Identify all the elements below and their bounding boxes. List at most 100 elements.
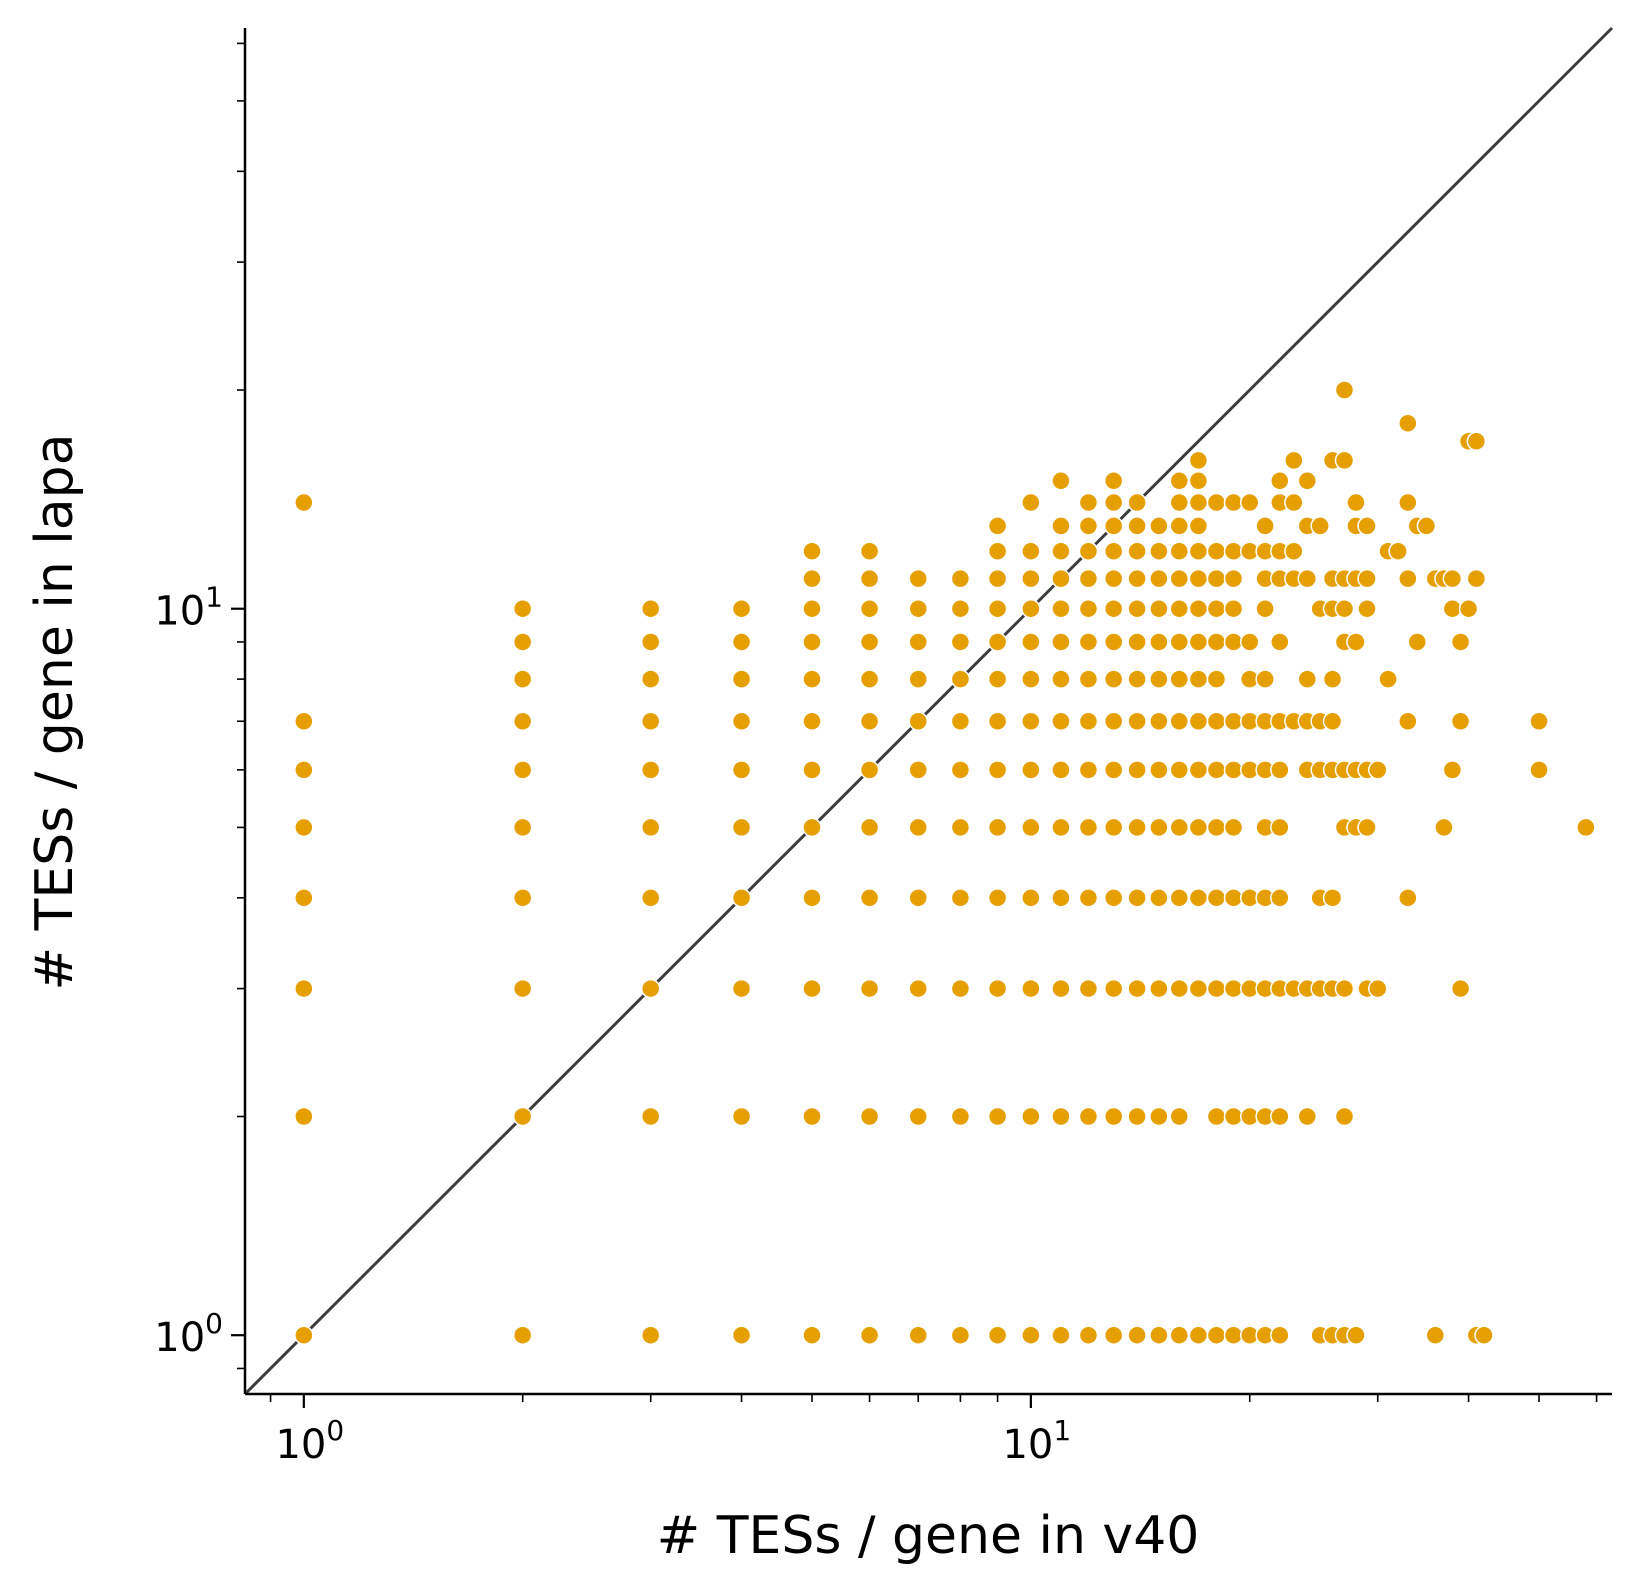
data-point <box>1149 888 1169 908</box>
data-point <box>1398 568 1418 589</box>
data-point <box>1021 888 1041 908</box>
data-point <box>1149 760 1169 780</box>
data-point <box>1188 471 1209 491</box>
data-point <box>1021 568 1041 589</box>
data-point <box>987 817 1008 838</box>
data-point <box>1127 568 1147 589</box>
data-point <box>1078 492 1099 513</box>
data-point <box>1466 568 1487 589</box>
data-point <box>859 1325 880 1345</box>
data-point <box>908 1325 928 1345</box>
data-point <box>1103 760 1124 780</box>
data-point <box>1239 492 1260 513</box>
identity-line <box>243 26 1614 1396</box>
data-point <box>1078 888 1099 908</box>
data-point <box>987 568 1008 589</box>
data-point <box>802 760 822 780</box>
data-point <box>1255 669 1275 689</box>
data-point <box>1576 817 1596 838</box>
data-point <box>1188 711 1209 732</box>
data-point <box>1103 817 1124 838</box>
data-point <box>1021 1106 1041 1127</box>
data-point <box>1078 541 1099 561</box>
data-point <box>1021 817 1041 838</box>
data-point <box>1239 632 1260 652</box>
data-point <box>1255 516 1275 536</box>
data-point <box>802 711 822 732</box>
data-point <box>1270 632 1290 652</box>
data-point <box>1346 1325 1366 1345</box>
data-point <box>987 1106 1008 1127</box>
data-point <box>1223 541 1244 561</box>
data-point <box>1078 669 1099 689</box>
data-point <box>1284 492 1304 513</box>
data-point <box>1188 541 1209 561</box>
data-point <box>1127 669 1147 689</box>
data-point <box>1127 1325 1147 1345</box>
data-point <box>1284 450 1304 471</box>
data-point <box>1450 978 1471 999</box>
data-point <box>950 669 971 689</box>
data-point <box>640 711 661 732</box>
data-point <box>1223 1325 1244 1345</box>
data-point <box>950 711 971 732</box>
data-point <box>1188 760 1209 780</box>
data-point <box>1127 632 1147 652</box>
data-point <box>1297 471 1318 491</box>
data-point <box>294 1106 314 1127</box>
x-tick-label: 101 <box>1002 1414 1071 1468</box>
data-point <box>1322 888 1343 908</box>
data-point <box>1078 978 1099 999</box>
data-point <box>859 632 880 652</box>
data-point <box>950 817 971 838</box>
data-point <box>1334 598 1355 619</box>
data-point <box>1169 669 1190 689</box>
data-point <box>1223 632 1244 652</box>
data-point <box>802 632 822 652</box>
data-point <box>1270 760 1290 780</box>
data-point <box>1442 760 1463 780</box>
data-point <box>1127 1106 1147 1127</box>
data-point <box>1103 711 1124 732</box>
data-point <box>1078 711 1099 732</box>
data-point <box>1188 492 1209 513</box>
data-point <box>1169 1106 1190 1127</box>
data-point <box>640 598 661 619</box>
data-point <box>640 632 661 652</box>
data-point <box>859 760 880 780</box>
data-point <box>1127 978 1147 999</box>
data-point <box>512 760 533 780</box>
data-point <box>1206 568 1227 589</box>
data-point <box>1169 1325 1190 1345</box>
y-tick-label: 100 <box>154 1307 223 1361</box>
data-point <box>1206 1325 1227 1345</box>
points-layer <box>294 380 1596 1345</box>
data-point <box>859 978 880 999</box>
data-point <box>1270 1325 1290 1345</box>
data-point <box>1021 541 1041 561</box>
data-point <box>1051 541 1071 561</box>
data-point <box>1398 413 1418 434</box>
data-point <box>1223 568 1244 589</box>
data-point <box>908 978 928 999</box>
data-point <box>1188 450 1209 471</box>
data-point <box>908 1106 928 1127</box>
data-point <box>1334 978 1355 999</box>
data-point <box>1169 568 1190 589</box>
data-point <box>1051 598 1071 619</box>
data-point <box>1078 598 1099 619</box>
data-point <box>1206 1106 1227 1127</box>
data-point <box>1297 1106 1318 1127</box>
data-point <box>1310 516 1330 536</box>
data-point <box>859 711 880 732</box>
data-point <box>1206 598 1227 619</box>
data-point <box>512 978 533 999</box>
data-point <box>1188 598 1209 619</box>
data-point <box>1346 492 1366 513</box>
data-point <box>1078 1106 1099 1127</box>
data-point <box>512 888 533 908</box>
data-point <box>512 1106 533 1127</box>
data-point <box>1127 711 1147 732</box>
data-point <box>1051 669 1071 689</box>
data-point <box>1206 711 1227 732</box>
